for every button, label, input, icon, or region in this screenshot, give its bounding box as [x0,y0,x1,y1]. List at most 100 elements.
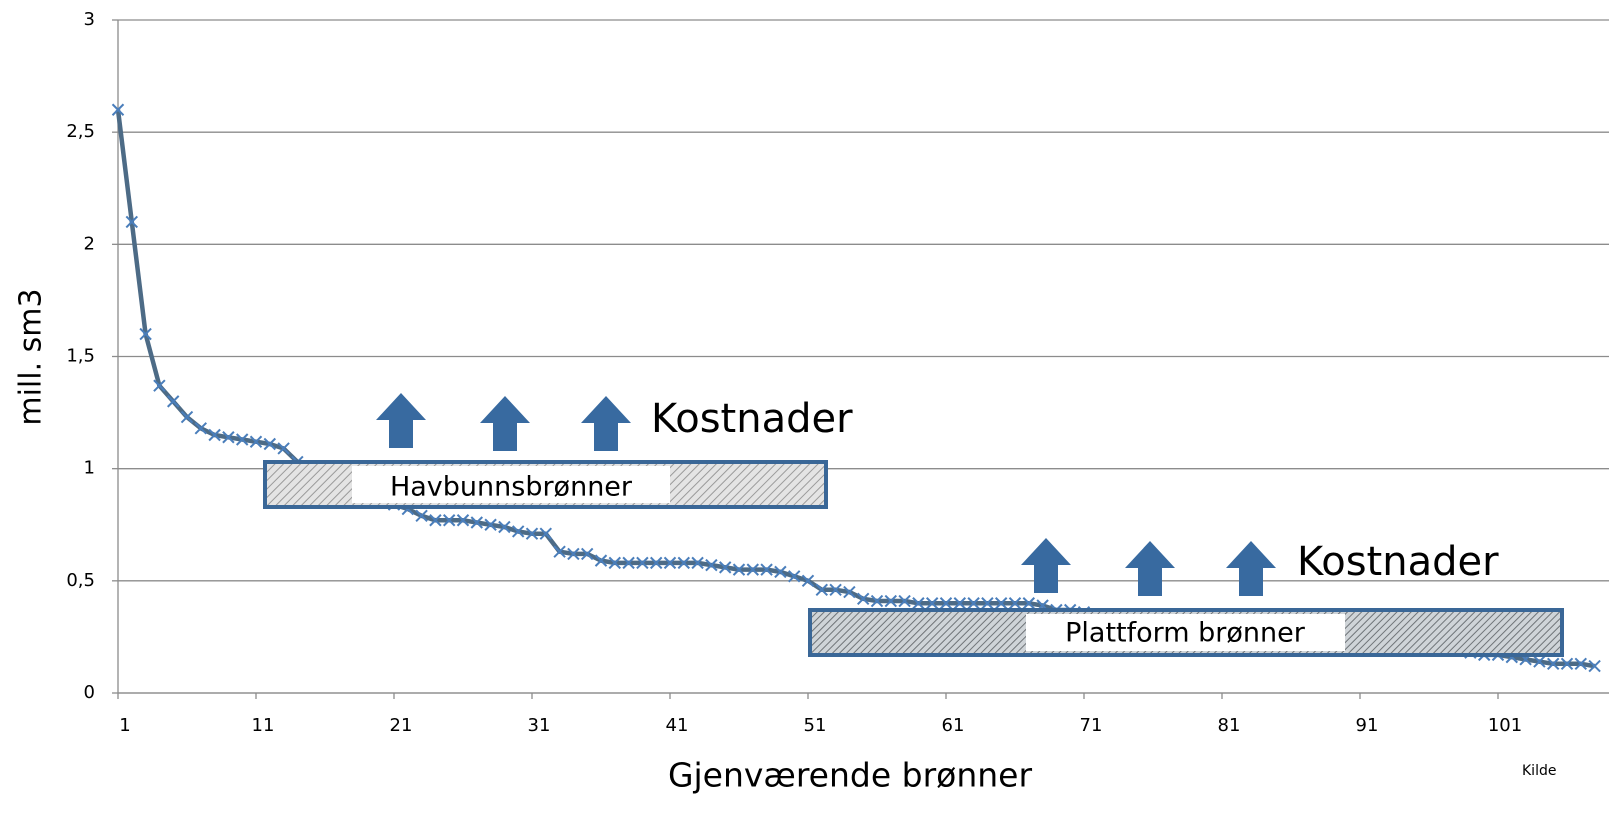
marker [1008,597,1022,610]
marker [539,527,553,540]
x-tick-label: 91 [1356,715,1379,736]
marker [856,592,870,605]
x-tick-label: 11 [252,715,275,736]
marker [180,410,194,424]
marker [415,509,428,522]
overlay: Havbunnsbrønner Plattform brønner Kostna… [14,288,1564,795]
y-tick-label: 0 [84,682,95,703]
marker [760,563,773,576]
marker [1560,657,1574,671]
y-tick-label: 2,5 [66,121,95,142]
marker [1022,597,1036,610]
y-tick-label: 2 [84,233,95,254]
marker [277,442,290,455]
marker [732,563,746,576]
marker [594,554,608,567]
marker [608,556,622,570]
marker [1546,657,1560,671]
marker [470,516,484,529]
marker [442,514,456,527]
label-bg [1026,614,1345,651]
y-tick-label: 1,5 [66,346,95,367]
marker [705,558,718,572]
label-bg [352,466,670,503]
x-tick-label: 71 [1080,715,1103,736]
x-axis-title: Gjenværende brønner [668,756,1033,795]
marker [787,570,801,583]
marker [567,547,580,561]
y-tick-label: 1 [84,458,95,479]
marker [194,422,208,435]
marker [774,565,787,579]
arrow [581,396,631,451]
x-tick-label: 101 [1488,715,1522,736]
marker [925,597,939,610]
marker [1574,657,1588,671]
source: Kilde [1522,763,1556,779]
marker [429,514,442,527]
y-tick-label: 3 [84,9,95,30]
marker [235,433,249,446]
marker [898,594,911,608]
annotation: Kostnader [1297,539,1499,585]
marker [870,594,884,608]
marker [622,556,635,570]
y-axis-title: mill. sm3 [14,288,49,425]
marker [125,215,139,229]
series [111,103,1601,673]
subsea-label: Havbunnsbrønner [390,472,633,503]
platform-label: Plattform brønner [1065,618,1306,649]
x-tick-label: 51 [804,715,827,736]
marker [511,525,525,538]
marker [884,594,898,608]
x-tick-label: 21 [390,715,413,736]
marker [1533,655,1546,668]
marker [967,597,980,610]
x-tick-label: 31 [528,715,551,736]
arrow [1226,541,1276,596]
marker [456,514,470,527]
marker [222,431,235,444]
marker [746,563,760,576]
marker [263,437,277,451]
marker [636,556,649,570]
marker [139,327,152,341]
annotation: Kostnader [651,396,853,442]
marker [815,583,829,597]
marker [525,527,539,540]
marker [484,518,497,531]
grid: 00,511,522,531 11 21 31 41 51 61 71 81 91 101 [66,9,1609,736]
marker [981,597,994,610]
marker [801,574,815,588]
x-tick-label: 1 [119,715,130,736]
marker [498,520,511,534]
marker [166,395,180,408]
y-tick-label: 0,5 [66,570,95,591]
marker [691,556,704,570]
marker [843,585,856,599]
marker [912,597,925,610]
marker [994,597,1008,610]
x-tick-label: 81 [1218,715,1241,736]
marker [208,428,221,442]
arrow [1021,538,1071,593]
marker [553,545,566,558]
marker [649,556,663,570]
x-tick-label: 41 [666,715,689,736]
marker [718,561,732,574]
marker [677,556,691,570]
marker [1588,659,1601,673]
arrows [376,393,1276,596]
marker [939,597,953,610]
arrow [1125,541,1175,596]
marker [829,583,842,597]
marker [153,379,166,392]
marker [580,547,594,561]
marker [663,556,677,570]
marker [111,103,125,116]
marker [953,597,967,610]
arrow [376,393,426,448]
x-tick-label: 61 [942,715,965,736]
